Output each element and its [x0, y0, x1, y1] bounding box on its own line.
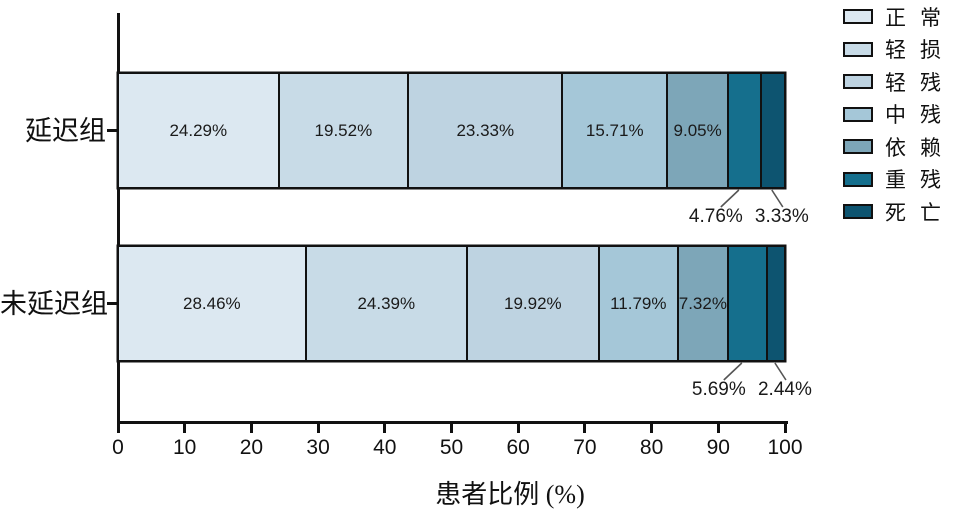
legend-label: 中残: [885, 103, 955, 127]
x-axis-tick: [316, 424, 320, 433]
segment-value-label: 7.32%: [678, 293, 727, 313]
segment-value-label-below: 4.76%: [688, 206, 743, 227]
segment-value-label: 28.46%: [183, 293, 241, 313]
leader-line: [771, 189, 784, 208]
bar-segment: 23.33%: [408, 73, 563, 188]
segment-value-label: 19.92%: [504, 293, 562, 313]
y-axis-label: 未延迟组: [0, 288, 108, 319]
x-axis-tick-label: 80: [639, 436, 664, 459]
y-axis-label: 延迟组: [25, 115, 106, 146]
bar-segment: [767, 246, 785, 361]
segment-value-label-below: 5.69%: [691, 379, 746, 400]
x-axis-tick-label: 40: [373, 436, 397, 459]
legend-swatch: [843, 41, 873, 57]
x-axis-tick: [583, 424, 587, 433]
x-axis-tick: [450, 424, 453, 433]
x-axis-tick-label: 20: [239, 436, 264, 459]
segment-value-label: 11.79%: [610, 293, 667, 313]
legend: 正常轻损轻残中残依赖重残死亡: [843, 6, 955, 237]
x-axis-tick: [183, 424, 187, 433]
legend-label: 轻残: [885, 70, 955, 95]
legend-label: 死亡: [885, 200, 955, 225]
x-axis-spine: [116, 421, 788, 424]
x-axis-tick-label: 10: [173, 436, 197, 459]
legend-item: 轻残: [843, 71, 955, 95]
segment-value-label: 24.39%: [357, 293, 416, 313]
leader-line: [720, 189, 740, 208]
bar-segment: 9.05%: [667, 73, 729, 188]
x-axis-title: 患者比例 (%): [435, 480, 585, 509]
legend-swatch: [843, 74, 873, 89]
legend-swatch: [843, 139, 873, 154]
stacked-bar: 28.46% 24.39% 19.92% 11.79% 7.32%: [118, 246, 785, 361]
bar-segment: 28.46%: [118, 246, 306, 361]
segment-value-label: 15.71%: [585, 120, 644, 140]
bar-segment: 24.39%: [305, 246, 467, 361]
bar-segment: 24.29%: [118, 73, 279, 188]
legend-item: 依赖: [843, 136, 955, 160]
leader-line: [774, 362, 787, 381]
segment-value-label: 9.05%: [673, 120, 722, 140]
segment-value-label: 24.29%: [169, 120, 228, 140]
bar-segment: [728, 73, 762, 188]
bar-segment: [761, 73, 785, 188]
stacked-bar: 24.29% 19.52% 23.33% 15.71% 9.05%: [118, 73, 785, 188]
legend-item: 死亡: [843, 201, 955, 225]
legend-swatch: [843, 9, 873, 24]
x-axis-tick: [383, 424, 387, 433]
y-axis-tick: [107, 302, 117, 305]
x-axis-tick: [516, 424, 520, 433]
segment-value-label: 19.52%: [314, 120, 373, 140]
legend-label: 正常: [885, 5, 955, 30]
leader-line: [723, 362, 743, 381]
legend-item: 正常: [843, 6, 955, 30]
x-axis-tick: [116, 424, 120, 433]
bar-segment: 7.32%: [677, 246, 728, 361]
legend-label: 依赖: [885, 135, 955, 160]
y-axis-spine: [116, 13, 120, 424]
x-axis-tick: [249, 424, 253, 433]
legend-item: 轻损: [843, 38, 955, 62]
segment-value-label-below: 2.44%: [757, 379, 812, 400]
x-axis-tick-label: 50: [439, 436, 464, 459]
segment-value-label-below: 3.33%: [754, 206, 809, 227]
legend-label: 轻损: [885, 38, 955, 62]
bar-segment: 19.52%: [278, 73, 409, 188]
x-axis-tick-label: 90: [706, 436, 730, 459]
bar-segment: [727, 246, 768, 361]
legend-label: 重残: [885, 168, 955, 192]
legend-item: 重残: [843, 168, 955, 192]
x-axis-tick: [650, 424, 654, 433]
bar-segment: 15.71%: [562, 73, 668, 188]
x-axis-tick: [783, 424, 787, 433]
x-axis-tick-label: 100: [767, 436, 803, 459]
x-axis-tick-label: 60: [506, 436, 530, 459]
x-axis-tick: [716, 424, 720, 433]
legend-item: 中残: [843, 103, 955, 127]
x-axis-tick-label: 30: [306, 436, 330, 459]
x-axis-tick-label: 70: [573, 436, 597, 459]
bar-segment: 19.92%: [466, 246, 599, 361]
legend-swatch: [843, 204, 873, 219]
segment-value-label: 23.33%: [456, 120, 515, 140]
legend-swatch: [843, 171, 873, 187]
y-axis-tick: [107, 129, 117, 132]
x-axis-tick-label: 0: [112, 436, 124, 459]
bar-segment: 11.79%: [598, 246, 678, 361]
legend-swatch: [843, 106, 873, 122]
